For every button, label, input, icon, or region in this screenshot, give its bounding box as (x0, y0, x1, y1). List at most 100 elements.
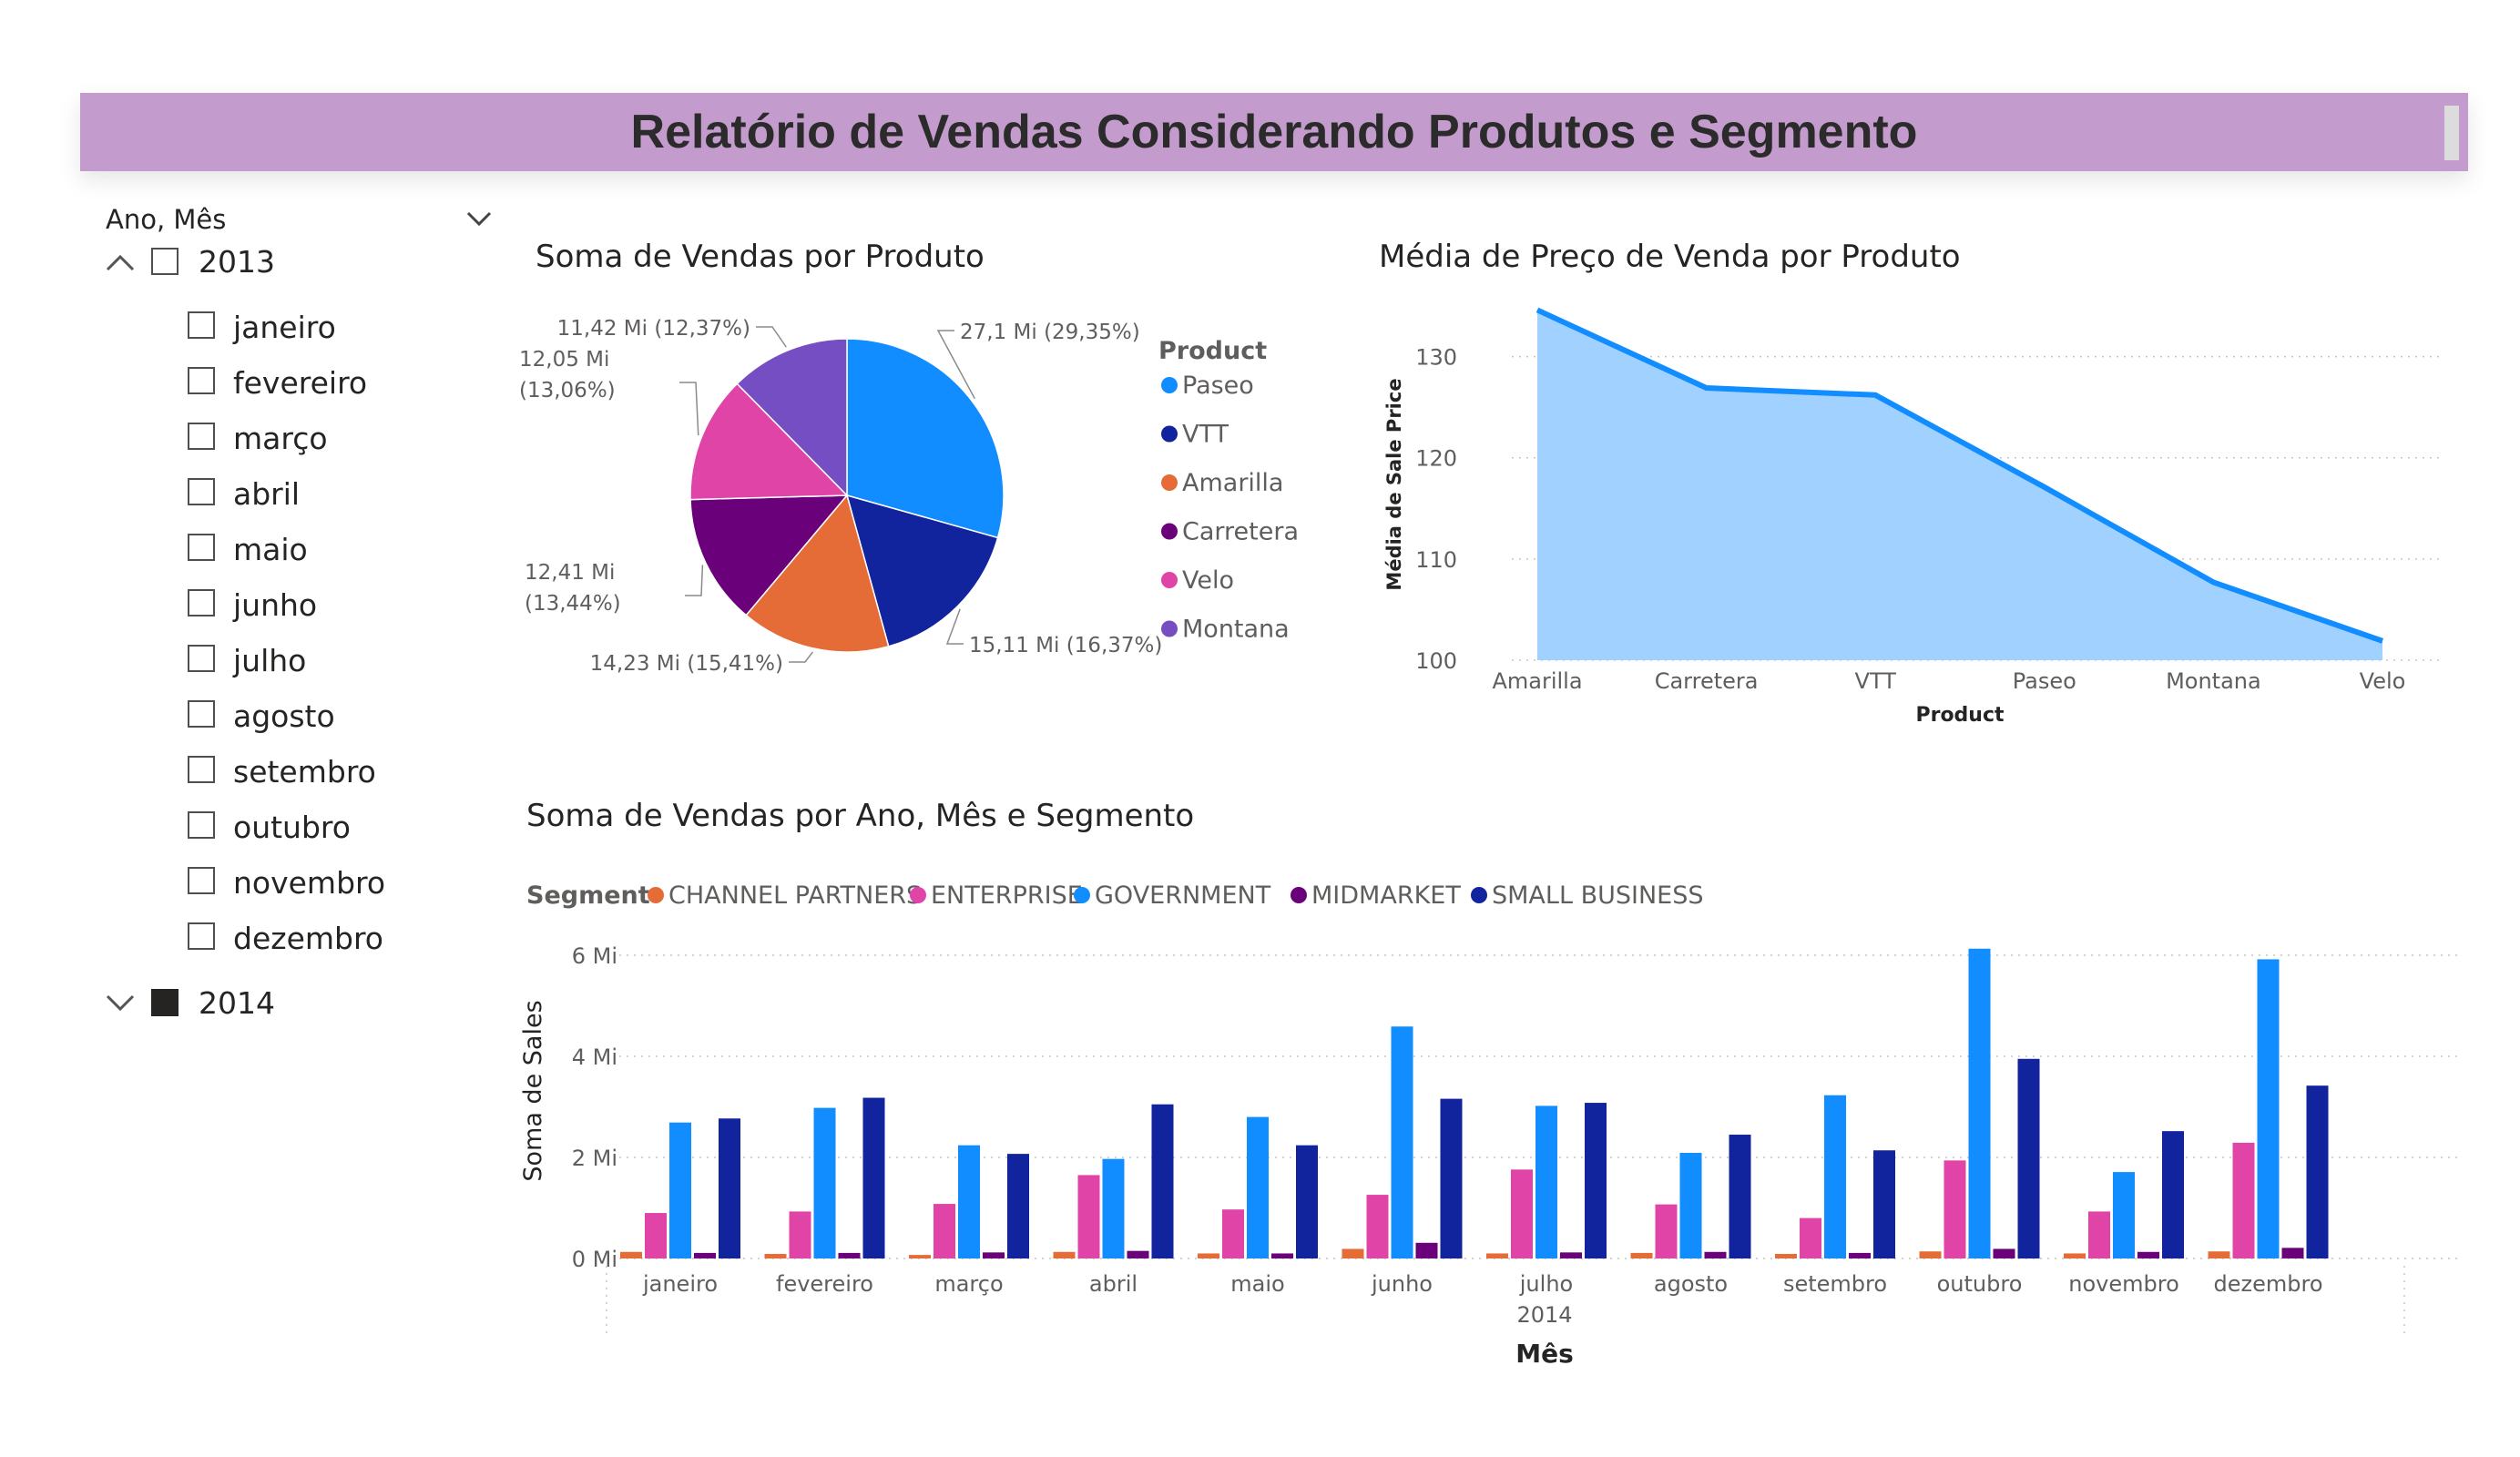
bar-chart: Segment CHANNEL PARTNERS ENTERPRISE GOVERNM… (519, 881, 2459, 1369)
month-checkbox[interactable] (188, 700, 215, 728)
bar-x-group-label: 2014 (1516, 1302, 1572, 1328)
bar-legend-marker (1291, 887, 1307, 903)
bar (2281, 1248, 2304, 1258)
bar (1296, 1145, 1318, 1258)
month-label: junho (233, 587, 318, 623)
slicer-year-2013[interactable]: 2013 (102, 244, 466, 280)
chevron-up-icon[interactable] (102, 244, 138, 280)
pie-legend-marker (1161, 474, 1178, 491)
slicer-dropdown-chevron-icon[interactable] (461, 200, 497, 237)
month-label: dezembro (233, 921, 383, 956)
slicer-year-2014[interactable]: 2014 (102, 985, 466, 1022)
pie-legend-label: Carretera (1182, 518, 1299, 546)
pie-slice (846, 338, 1005, 539)
bar (1535, 1105, 1557, 1258)
slicer-month-item[interactable]: novembro (188, 863, 461, 901)
bar (2017, 1058, 2040, 1258)
slicer-month-item[interactable]: setembro (188, 752, 461, 790)
month-checkbox[interactable] (188, 589, 215, 616)
pie-data-label: 27,1 Mi (29,35%) (960, 321, 1140, 344)
area-x-tick-label: Carretera (1655, 668, 1759, 694)
slicer-month-item[interactable]: fevereiro (188, 363, 461, 401)
bar (789, 1211, 811, 1258)
bar-x-tick-label: maio (1230, 1271, 1284, 1297)
month-checkbox[interactable] (188, 922, 215, 950)
slicer-month-item[interactable]: outubro (188, 808, 461, 845)
bar (983, 1252, 1005, 1258)
scrollbar[interactable] (2444, 106, 2459, 160)
slicer-month-item[interactable]: junho (188, 586, 461, 623)
month-checkbox[interactable] (188, 311, 215, 339)
month-checkbox[interactable] (188, 867, 215, 894)
bar (1247, 1116, 1269, 1258)
bar (1007, 1154, 1029, 1258)
bar (1993, 1248, 2015, 1258)
year-label: 2013 (199, 244, 275, 280)
area-y-tick-label: 120 (1415, 446, 1457, 472)
bar (2162, 1131, 2184, 1258)
pie-leader-line (756, 326, 787, 348)
pie-data-label: 12,41 Mi (13,44%) (525, 561, 621, 616)
pie-leader-line (679, 382, 699, 436)
pie-legend-marker (1161, 523, 1178, 540)
area-fill (1537, 310, 2382, 660)
month-checkbox[interactable] (188, 756, 215, 783)
slicer-month-item[interactable]: março (188, 419, 461, 456)
bar-x-tick-label: dezembro (2214, 1271, 2323, 1297)
bar-x-tick-label: setembro (1783, 1271, 1887, 1297)
slicer-month-item[interactable]: janeiro (188, 308, 461, 345)
bar (1391, 1026, 1413, 1258)
bar (1849, 1252, 1871, 1258)
bar (1585, 1103, 1607, 1258)
slicer-month-item[interactable]: abril (188, 474, 461, 512)
slicer-month-item[interactable]: dezembro (188, 919, 461, 956)
bar (1271, 1253, 1293, 1258)
month-checkbox[interactable] (188, 367, 215, 394)
bar (1944, 1160, 1966, 1258)
bar (2257, 959, 2280, 1258)
year-checkbox-checked[interactable] (151, 989, 179, 1016)
bar (1511, 1169, 1533, 1258)
month-checkbox[interactable] (188, 534, 215, 561)
year-month-slicer: Ano, Mês 2013 janeiro fevereiro março abril… (80, 191, 499, 1021)
slicer-month-item[interactable]: agosto (188, 697, 461, 734)
bar (1222, 1209, 1244, 1258)
bar (1053, 1251, 1076, 1258)
bar (1630, 1252, 1653, 1258)
bar (909, 1255, 931, 1258)
pie-chart: 27,1 Mi (29,35%) 15,11 Mi (16,37%) 14,23 M… (519, 317, 1299, 676)
pie-leader-line (936, 330, 975, 400)
slicer-month-item[interactable]: julho (188, 641, 461, 678)
bar-y-tick-label: 2 Mi (572, 1146, 617, 1171)
pie-legend-marker (1161, 377, 1178, 393)
bar-legend-label: GOVERNMENT (1095, 881, 1271, 910)
bar (1824, 1095, 1846, 1258)
area-y-tick-label: 110 (1415, 547, 1457, 573)
bar-legend-marker (648, 887, 664, 903)
month-checkbox[interactable] (188, 811, 215, 839)
area-x-tick-label: Velo (2360, 668, 2406, 694)
bar (1873, 1150, 1895, 1258)
month-checkbox[interactable] (188, 478, 215, 505)
pie-slice (736, 338, 848, 497)
pie-slice (845, 494, 999, 647)
chevron-down-icon[interactable] (102, 985, 138, 1022)
area-x-tick-label: Amarilla (1492, 668, 1582, 694)
bar (862, 1097, 885, 1258)
bar-y-axis-title: Soma de Sales (519, 1000, 547, 1181)
bar-y-tick-label: 4 Mi (572, 1044, 617, 1070)
area-chart-title: Média de Preço de Venda por Produto (1379, 239, 1961, 275)
bar (1679, 1153, 1702, 1258)
year-checkbox[interactable] (151, 248, 179, 275)
month-checkbox[interactable] (188, 645, 215, 672)
bar-x-tick-label: abril (1089, 1271, 1138, 1297)
pie-legend-label: Paseo (1182, 372, 1254, 400)
bar (813, 1107, 836, 1258)
month-checkbox[interactable] (188, 423, 215, 450)
area-y-tick-label: 130 (1415, 345, 1457, 371)
slicer-month-item[interactable]: maio (188, 530, 461, 567)
bar (1919, 1251, 1942, 1258)
pie-leader-line (685, 565, 704, 596)
bar-legend-label: ENTERPRISE (931, 881, 1083, 910)
month-label: outubro (233, 810, 351, 845)
